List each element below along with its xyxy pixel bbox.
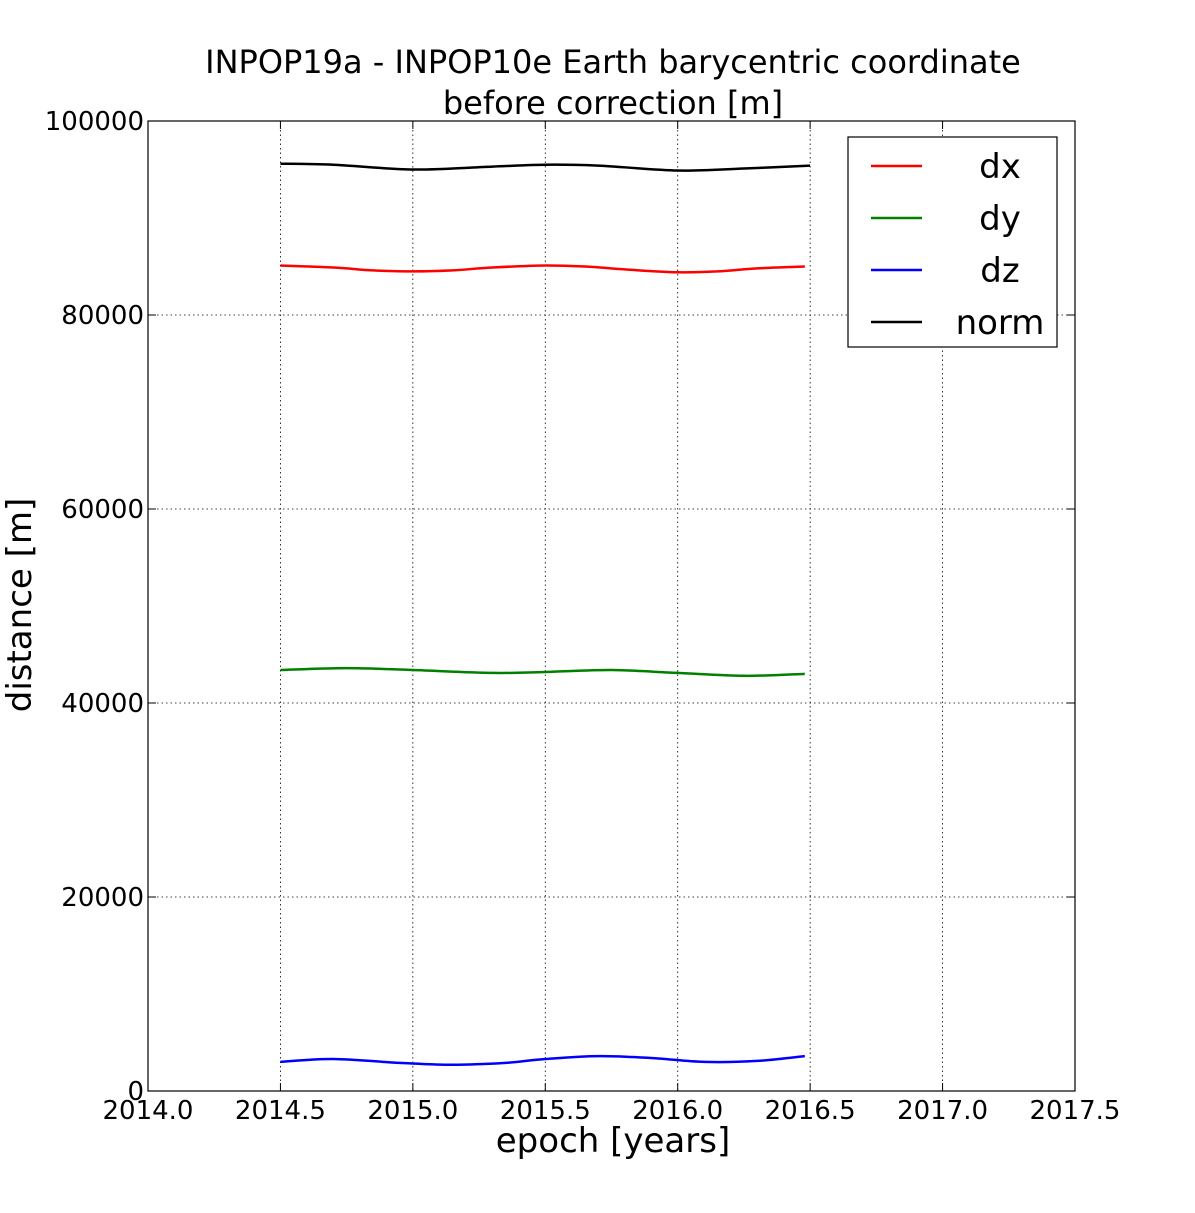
plot-frame bbox=[147, 120, 1076, 1092]
legend-label-dy: dy bbox=[979, 199, 1021, 239]
x-tick-labels: 2014.0 2014.5 2015.0 2015.5 2016.0 2016.5 2017… bbox=[103, 1096, 1121, 1126]
series-line-dy bbox=[280, 666, 805, 678]
x-tick-label: 2015.0 bbox=[367, 1096, 458, 1126]
x-tick-label: 2017.5 bbox=[1030, 1096, 1121, 1126]
x-tick-label: 2017.0 bbox=[897, 1096, 988, 1126]
series-line-norm bbox=[280, 162, 811, 172]
legend-label-dz: dz bbox=[980, 251, 1019, 291]
x-tick-label: 2016.5 bbox=[765, 1096, 856, 1126]
legend-label-dx: dx bbox=[979, 147, 1021, 187]
y-tick-label: 40000 bbox=[61, 689, 144, 719]
legend: dx dy dz norm bbox=[847, 136, 1058, 348]
legend-label-norm: norm bbox=[956, 303, 1045, 343]
chart-title: INPOP19a - INPOP10e Earth barycentric co… bbox=[205, 43, 1021, 122]
series-line-dx bbox=[280, 264, 805, 274]
series-line-dz bbox=[280, 1054, 805, 1067]
x-axis-label: epoch [years] bbox=[496, 1121, 730, 1161]
series-lines bbox=[280, 162, 811, 1067]
x-tick-label: 2015.5 bbox=[500, 1096, 591, 1126]
y-tick-label: 80000 bbox=[61, 301, 144, 331]
x-tick-label: 2014.5 bbox=[235, 1096, 326, 1126]
y-tick-label: 20000 bbox=[61, 883, 144, 913]
y-tick-label: 0 bbox=[127, 1077, 144, 1107]
y-tick-labels: 0 20000 40000 60000 80000 100000 bbox=[45, 107, 144, 1107]
x-tick-label: 2014.0 bbox=[103, 1096, 194, 1126]
x-tick-label: 2016.0 bbox=[632, 1096, 723, 1126]
y-tick-label: 60000 bbox=[61, 495, 144, 525]
y-axis-label: distance [m] bbox=[0, 498, 40, 713]
legend-box bbox=[847, 136, 1058, 348]
y-tick-label: 100000 bbox=[45, 107, 144, 137]
